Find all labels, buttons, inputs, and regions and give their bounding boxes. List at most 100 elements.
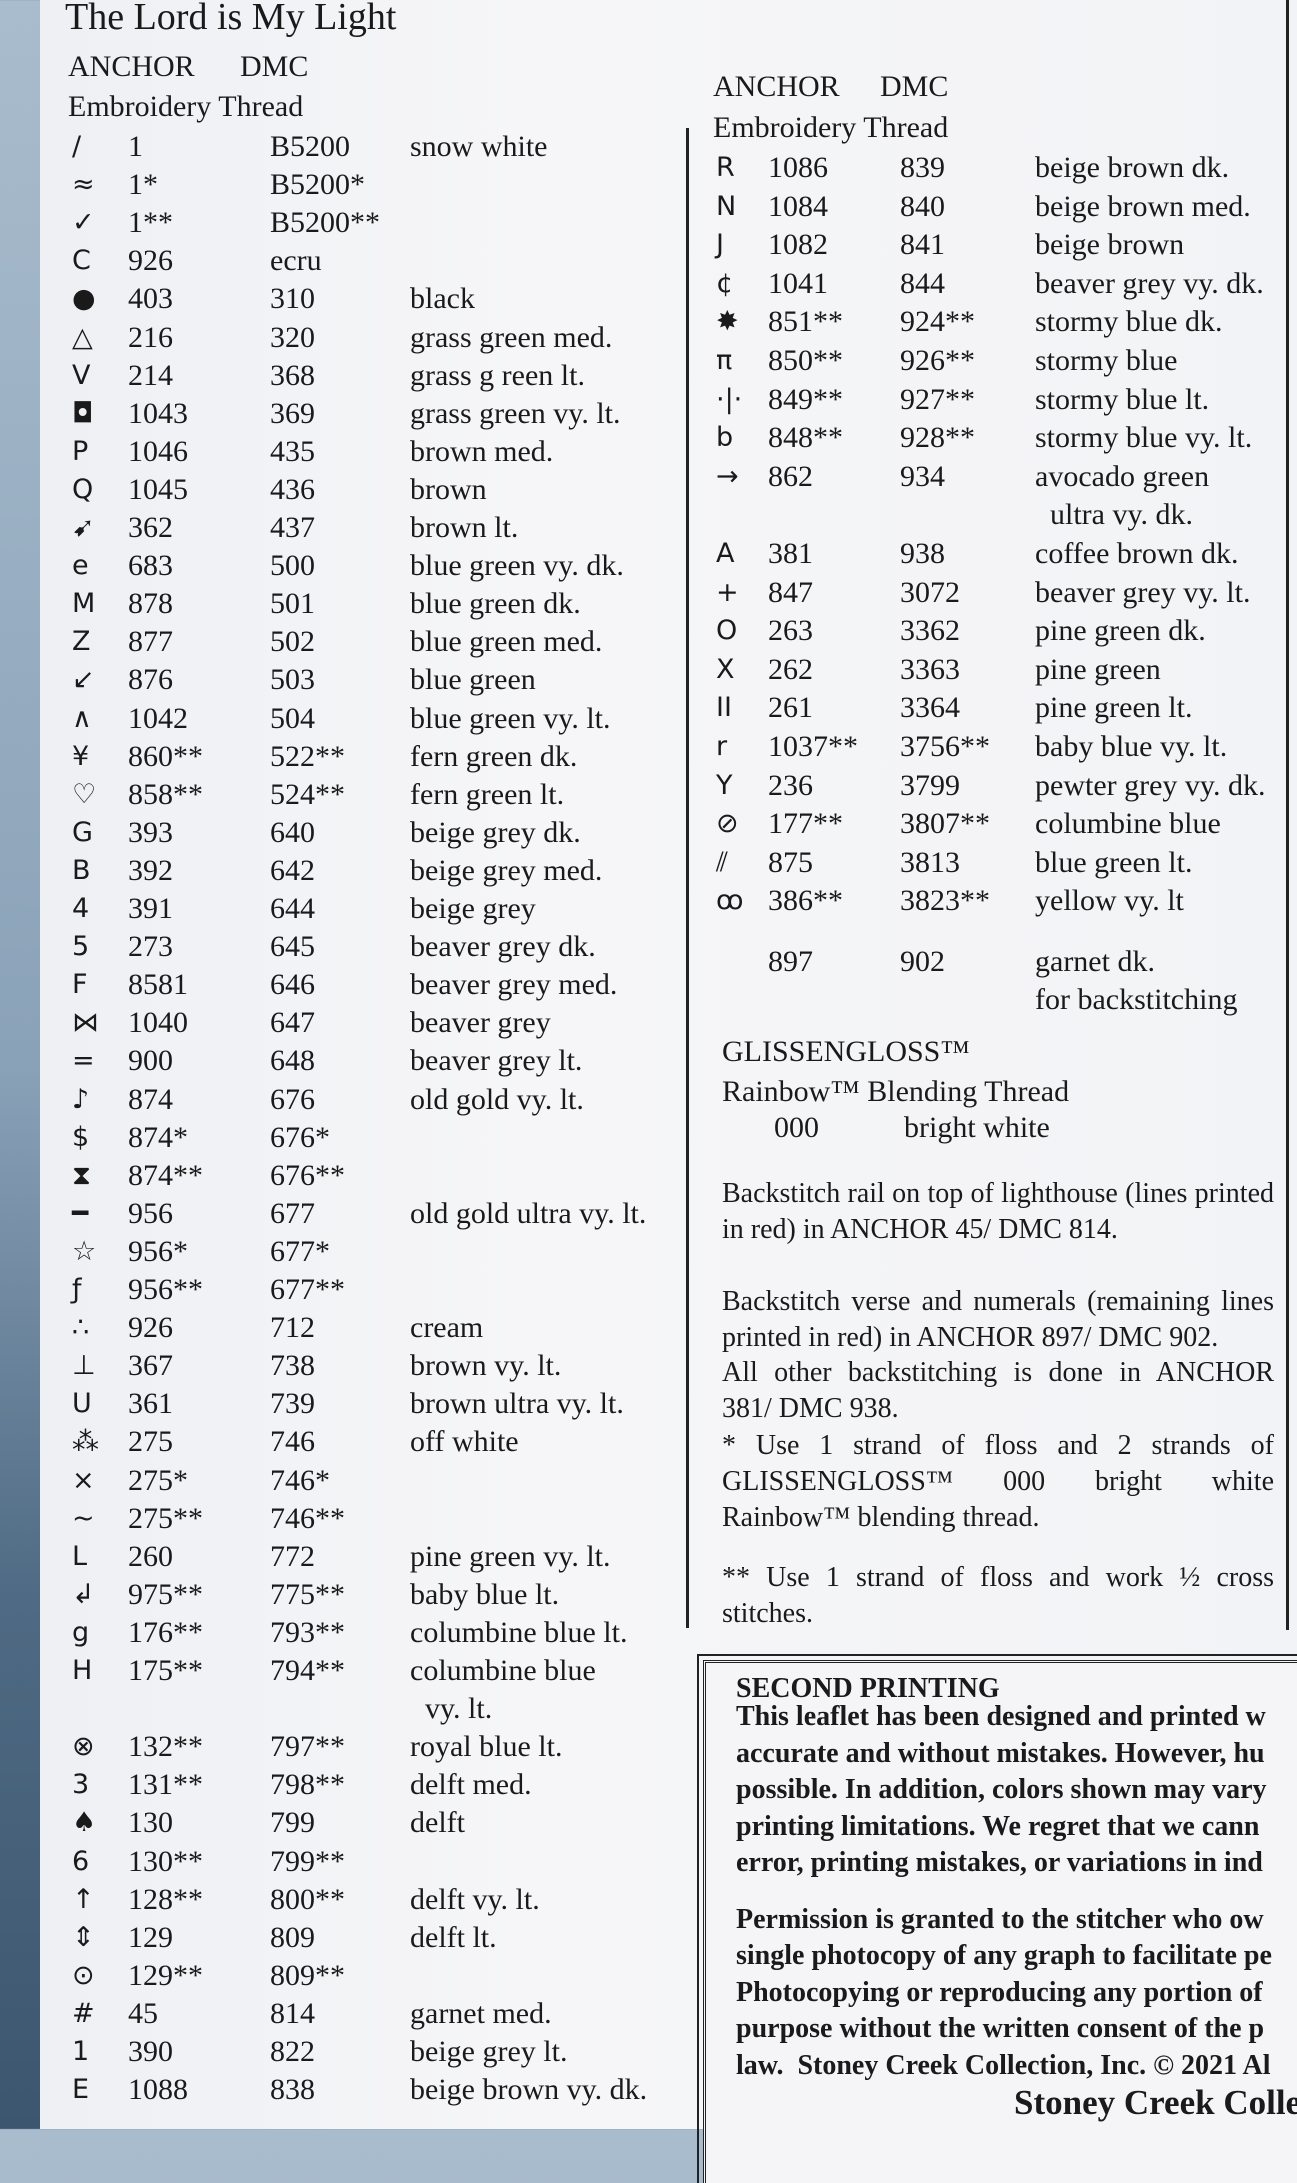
color-name: fern green lt. xyxy=(410,777,565,811)
color-name: brown ultra vy. lt. xyxy=(410,1387,624,1421)
anchor-number: 130 xyxy=(128,1806,173,1840)
dmc-number: 799** xyxy=(270,1844,345,1878)
color-name: grass green med. xyxy=(410,320,613,354)
heading: SECOND PRINTING xyxy=(736,1673,1000,1704)
anchor-number: 862 xyxy=(768,459,813,493)
color-name: pine green xyxy=(1035,652,1161,686)
anchor-number: 1** xyxy=(128,206,173,240)
color-name: beaver grey dk. xyxy=(410,930,596,964)
dmc-number: B5200 xyxy=(270,130,351,163)
symbol: ¢ xyxy=(716,267,734,299)
symbol: ✓ xyxy=(72,207,95,239)
dmc-number: 822 xyxy=(270,2035,315,2068)
anchor-number: 175** xyxy=(128,1654,203,1687)
anchor-number: 956 xyxy=(128,1196,173,1230)
anchor-number: 975** xyxy=(128,1577,203,1611)
anchor-number: 926 xyxy=(128,244,173,278)
dmc-number: 3363 xyxy=(900,652,960,686)
dmc-number: 793** xyxy=(270,1615,345,1649)
dmc-number: 437 xyxy=(270,511,315,544)
dmc-number: 775** xyxy=(270,1577,345,1611)
text-line: printing limitations. We regret that we … xyxy=(736,1810,1260,1842)
dmc-number: 524** xyxy=(270,777,345,811)
dmc-number: 739 xyxy=(270,1387,315,1421)
dmc-number: 3823** xyxy=(900,884,990,918)
symbol: U xyxy=(72,1388,92,1420)
anchor-number: 850** xyxy=(768,344,843,377)
anchor-number: 367 xyxy=(128,1349,173,1383)
symbol: L xyxy=(72,1540,88,1572)
color-name: blue green vy. dk. xyxy=(410,549,624,583)
dmc-number: 772 xyxy=(270,1539,315,1573)
dmc-number: 814 xyxy=(270,1996,315,2030)
symbol: → xyxy=(716,460,739,492)
dmc-number: 927** xyxy=(900,382,975,416)
anchor-number: 956* xyxy=(128,1234,188,1268)
symbol: # xyxy=(72,1997,95,2029)
color-name: grass green vy. lt. xyxy=(410,396,621,430)
color-name: brown lt. xyxy=(410,511,519,544)
dmc-number: 676* xyxy=(270,1120,330,1154)
symbol: ∧ xyxy=(72,702,92,734)
color-name: delft med. xyxy=(410,1768,532,1802)
symbol: ·|· xyxy=(716,383,743,415)
note: * Use 1 strand of floss and 2 strands of… xyxy=(722,1430,1274,1533)
symbol: B xyxy=(72,854,91,886)
anchor-number: 386** xyxy=(768,884,843,918)
symbol: R xyxy=(716,152,735,183)
dmc-number: 938 xyxy=(900,537,945,570)
text-line: law. Stoney Creek Collection, Inc. © 202… xyxy=(736,2049,1271,2081)
symbol: ↑ xyxy=(72,1883,95,1915)
brand: GLISSENGLOSS™ xyxy=(722,1035,970,1068)
anchor-number: 129 xyxy=(128,1920,173,1954)
code-name: bright white xyxy=(904,1111,1050,1144)
color-name: blue green lt. xyxy=(1035,845,1193,879)
note: All other backstitching is done in ANCHO… xyxy=(722,1357,1274,1424)
symbol: H xyxy=(72,1655,93,1686)
anchor-number: 275 xyxy=(128,1425,173,1459)
color-name: beaver grey lt. xyxy=(410,1044,583,1078)
symbol: ↲ xyxy=(72,1578,95,1610)
text-line: accurate and without mistakes. However, … xyxy=(736,1737,1265,1769)
symbol: + xyxy=(716,576,739,608)
anchor-number: 1046 xyxy=(128,434,188,468)
anchor-number: 1041 xyxy=(768,266,828,300)
anchor-number: 1* xyxy=(128,168,158,202)
symbol: ⊘ xyxy=(716,808,739,840)
anchor-number: 1088 xyxy=(128,2073,188,2107)
color-name: baby blue lt. xyxy=(410,1577,560,1611)
symbol: ⁂ xyxy=(72,1426,99,1458)
dmc-number: 840 xyxy=(900,189,945,223)
symbol: / xyxy=(72,131,82,162)
dmc-number: 646 xyxy=(270,968,315,1002)
symbol: $ xyxy=(72,1121,90,1153)
symbol: ¥ xyxy=(72,740,90,772)
symbol: ☆ xyxy=(72,1235,97,1267)
color-name: columbine blue xyxy=(1035,807,1221,841)
dmc-number: 838 xyxy=(270,2073,315,2107)
anchor-number: 875 xyxy=(768,845,813,879)
anchor-number: 262 xyxy=(768,652,813,686)
color-name: pine green dk. xyxy=(1035,614,1206,648)
symbol: ➹ xyxy=(72,512,95,543)
symbol: ♡ xyxy=(72,778,97,810)
color-name: grass g reen lt. xyxy=(410,358,585,392)
symbol: F xyxy=(72,969,88,1001)
dmc-number: 647 xyxy=(270,1006,315,1040)
color-name: blue green med. xyxy=(410,625,603,659)
symbol: X xyxy=(716,653,735,685)
symbol: O xyxy=(716,615,738,647)
symbol: π xyxy=(716,345,733,376)
symbol: E xyxy=(72,2074,90,2106)
dmc-number: 746* xyxy=(270,1463,330,1497)
symbol: = xyxy=(72,1045,95,1077)
symbol: △ xyxy=(72,321,93,353)
title: The Lord is My Light xyxy=(65,0,397,38)
code: 000 xyxy=(774,1111,819,1144)
color-name: beige grey xyxy=(410,892,536,925)
symbol: G xyxy=(72,816,93,848)
anchor-number: 45 xyxy=(128,1996,158,2030)
symbol: 1 xyxy=(72,2036,90,2067)
symbol: M xyxy=(72,588,96,620)
dmc-number: 844 xyxy=(900,266,945,300)
